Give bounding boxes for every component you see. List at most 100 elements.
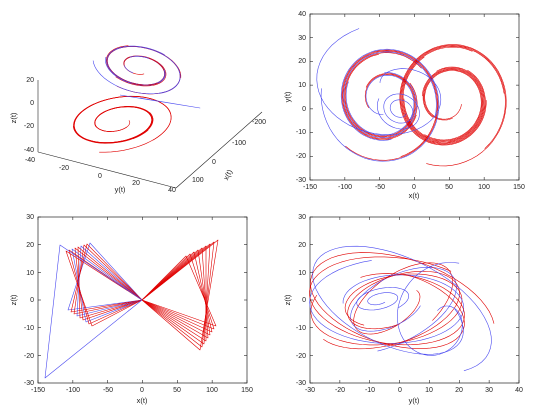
trajectory-segment [105,55,166,86]
tick-label: 40 [515,387,523,394]
tick-label: -20 [296,153,306,160]
plot-area-3d [37,80,263,189]
trajectory-segment [310,252,495,349]
tick-label: 10 [26,270,34,277]
y-axis-label: z(t) [9,294,18,305]
trajectory-segment [141,245,207,342]
trajectory-3d [73,45,201,153]
panel-xz: -150 -100 -50 0 50 100 150 -30 -20 -10 0… [9,214,253,405]
trajectory-segment [73,106,153,144]
trajectory-segment [92,46,181,95]
trajectory-segment [344,52,422,138]
trajectory-segment [65,250,143,327]
trajectory-segment [70,243,143,313]
panel-3d: 20 0 -20 -40 z(t) -40 -20 0 20 40 y(t) 1… [9,45,266,194]
trajectory-xz [44,239,219,379]
tick-label: 10 [425,387,433,394]
tick-label: -40 [25,157,35,164]
tick-label: -150 [303,184,317,191]
trajectory-segment [316,28,442,135]
tick-label: -20 [335,387,345,394]
tick-label: -30 [24,380,34,387]
tick-label: 0 [398,387,402,394]
tick-label: 10 [298,270,306,277]
tick-label: -200 [252,119,266,126]
y-axis-label: y(t) [283,91,292,102]
trajectory-segment [141,243,211,345]
trajectory-segment [343,51,437,139]
trajectory-segment [402,56,484,142]
trajectory-segment [106,45,165,86]
y-axis-label: z(t) [283,294,292,305]
tick-label: 0 [302,106,306,113]
trajectory-segment [141,249,211,336]
trajectory-segment [399,44,507,167]
trajectory-segment [115,55,167,87]
tick-label: -20 [59,165,69,172]
trajectory-segment [119,94,201,109]
tick-label: 20 [26,77,34,84]
tick-label: 20 [132,180,140,187]
tick-label: -10 [296,325,306,332]
panel-yz: -30 -20 -10 0 10 20 30 40 -30 -20 -10 0 … [283,214,523,405]
trajectory-segment [141,239,219,351]
ticks-xy [309,13,520,181]
trajectory-segment [107,46,182,86]
tick-label: 40 [168,187,176,194]
trajectory-segment [424,70,482,141]
trajectory-segment [73,96,172,153]
tick-label: -30 [305,387,315,394]
trajectory-segment [320,48,440,162]
tick-label: -20 [296,353,306,360]
ticks-yz [309,216,520,384]
x-axis-label: x(t) [221,167,234,181]
tick-label: -100 [338,184,352,191]
plot-frame [309,216,520,384]
tick-label: -10 [296,129,306,136]
tick-label: 40 [298,11,306,18]
tick-label: 100 [478,184,490,191]
tick-label: 150 [241,387,253,394]
trajectory-segment [345,74,415,136]
panel-xy: -150 -100 -50 0 50 100 150 -30 -20 -10 0… [283,11,525,200]
trajectory-segment [94,106,154,140]
tick-label: 50 [173,387,181,394]
trajectory-segment [309,256,465,346]
trajectory-segment [323,270,460,350]
tick-label: 0 [412,184,416,191]
trajectory-segment [44,244,143,379]
tick-label: -100 [66,387,80,394]
tick-label: 100 [206,387,218,394]
trajectory-segment [310,273,463,346]
trajectory-yz [309,245,495,372]
tick-label: 0 [140,387,144,394]
y-axis-line [37,151,177,189]
trajectory-segment [309,260,464,344]
tick-label: 0 [98,173,102,180]
trajectory-segment [403,69,483,142]
trajectory-segment [68,249,143,325]
trajectory-segment [73,103,152,143]
trajectory-segment [141,255,217,327]
x-axis-line [175,111,263,189]
trajectory-segment [141,241,215,348]
tick-label: 20 [298,242,306,249]
tick-label: 100 [192,177,204,184]
tick-label: 0 [30,100,34,107]
tick-label: 30 [298,35,306,42]
tick-label: -20 [24,123,34,130]
trajectory-segment [400,45,506,149]
tick-label: -30 [296,177,306,184]
tick-label: 10 [298,82,306,89]
tick-label: -20 [24,353,34,360]
x-axis-label: x(t) [409,191,420,200]
trajectory-segment [397,262,463,356]
trajectory-xy [316,28,507,167]
x-axis-label: x(t) [137,396,148,405]
tick-label: 0 [30,297,34,304]
tick-label: -10 [365,387,375,394]
trajectory-segment [377,93,420,130]
tick-label: 0 [302,297,306,304]
z-axis-label: z(t) [9,112,18,123]
